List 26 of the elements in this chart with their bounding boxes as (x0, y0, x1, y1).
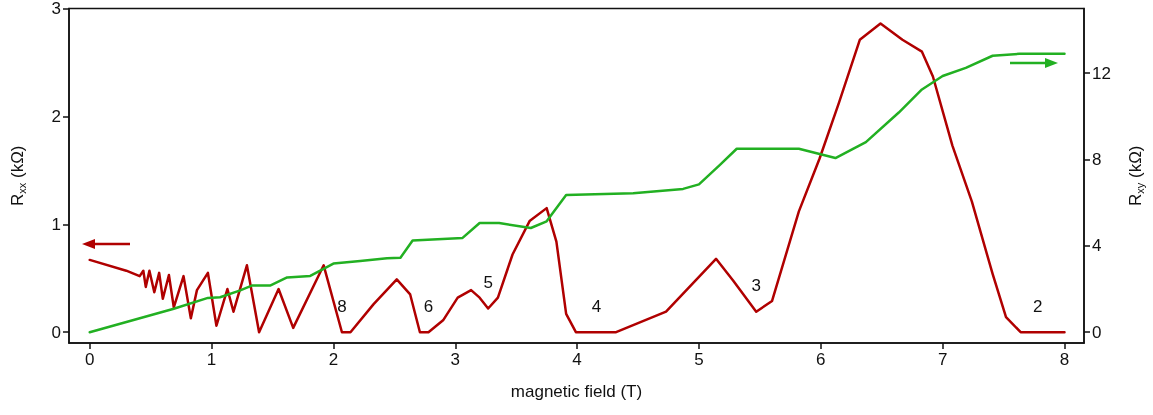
x-tick-label: 6 (816, 350, 826, 369)
y2-tick-label: 8 (1092, 150, 1102, 170)
annotation: 2 (1032, 296, 1043, 316)
x-tick-label: 4 (572, 350, 582, 369)
x-tick-label: 2 (328, 350, 339, 369)
annotation: 6 (423, 296, 434, 316)
y2-tick-label: 4 (1092, 236, 1102, 256)
y-tick-label: 0 (51, 322, 61, 342)
x-tick-label: 8 (1059, 350, 1070, 369)
x-axis-title: magnetic field (T) (510, 382, 643, 401)
x-tick-label: 5 (694, 350, 704, 369)
y-tick-label: 3 (51, 0, 61, 18)
x-tick-label: 7 (937, 350, 948, 369)
x-tick-label: 1 (206, 350, 217, 369)
y-axis-title: Rxx (kΩ) (8, 145, 28, 207)
y2-tick-label: 12 (1092, 63, 1111, 83)
annotation: 5 (483, 272, 493, 292)
y-tick-label: 2 (51, 106, 61, 126)
x-tick-label: 3 (450, 350, 460, 369)
annotation: 8 (337, 296, 347, 316)
annotation: 3 (751, 276, 761, 296)
y2-tick-label: 0 (1092, 322, 1102, 342)
annotation: 4 (591, 296, 602, 316)
x-tick-label: 0 (84, 350, 95, 369)
y-tick-label: 1 (51, 214, 61, 234)
y2-axis-title: Rxy (kΩ) (1126, 145, 1146, 207)
